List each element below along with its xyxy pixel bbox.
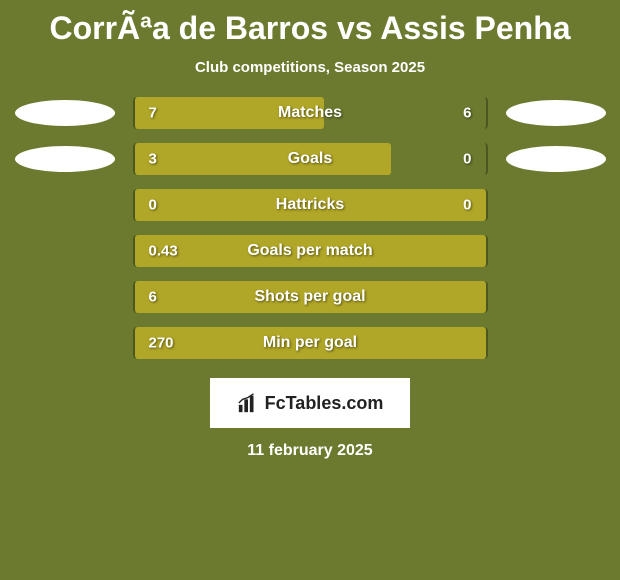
stat-bar: 6 Shots per goal [133, 281, 488, 313]
stat-bar: 7 Matches 6 [133, 97, 488, 129]
stats-list: 7 Matches 6 3 Goals 0 0 Hattricks 0 0.43 Goals per… [0, 96, 620, 360]
stat-row: 270 Min per goal [0, 326, 620, 360]
avatar-spacer [506, 284, 606, 310]
avatar-spacer [15, 192, 115, 218]
avatar-spacer [15, 284, 115, 310]
stat-label: Matches [278, 104, 342, 122]
stat-label: Min per goal [263, 334, 357, 352]
stat-label: Goals per match [247, 242, 372, 260]
stat-bar: 3 Goals 0 [133, 143, 488, 175]
stat-bar: 0 Hattricks 0 [133, 189, 488, 221]
player-avatar-left [15, 146, 115, 172]
stat-right-value: 6 [463, 105, 471, 122]
stat-left-value: 7 [149, 105, 157, 122]
chart-icon [237, 392, 259, 414]
player-avatar-right [506, 100, 606, 126]
stat-row: 0.43 Goals per match [0, 234, 620, 268]
stat-label: Goals [288, 150, 332, 168]
logo-text: FcTables.com [265, 393, 384, 414]
stat-left-value: 0.43 [149, 243, 178, 260]
source-logo: FcTables.com [210, 378, 410, 428]
stat-label: Hattricks [276, 196, 344, 214]
stat-left-value: 0 [149, 197, 157, 214]
stat-left-value: 6 [149, 289, 157, 306]
comparison-title: CorrÃªa de Barros vs Assis Penha [0, 10, 620, 47]
stat-bar: 0.43 Goals per match [133, 235, 488, 267]
stat-left-value: 270 [149, 335, 174, 352]
stat-right-value: 0 [463, 151, 471, 168]
stat-row: 6 Shots per goal [0, 280, 620, 314]
avatar-spacer [506, 238, 606, 264]
stat-right-value: 0 [463, 197, 471, 214]
stat-bar-fill [135, 143, 391, 175]
date-text: 11 february 2025 [0, 442, 620, 460]
avatar-spacer [506, 330, 606, 356]
stat-row: 7 Matches 6 [0, 96, 620, 130]
comparison-subtitle: Club competitions, Season 2025 [0, 59, 620, 76]
stat-row: 3 Goals 0 [0, 142, 620, 176]
comparison-card: CorrÃªa de Barros vs Assis Penha Club co… [0, 0, 620, 470]
avatar-spacer [15, 330, 115, 356]
stat-row: 0 Hattricks 0 [0, 188, 620, 222]
avatar-spacer [506, 192, 606, 218]
stat-bar: 270 Min per goal [133, 327, 488, 359]
stat-left-value: 3 [149, 151, 157, 168]
player-avatar-right [506, 146, 606, 172]
stat-label: Shots per goal [254, 288, 365, 306]
player-avatar-left [15, 100, 115, 126]
avatar-spacer [15, 238, 115, 264]
